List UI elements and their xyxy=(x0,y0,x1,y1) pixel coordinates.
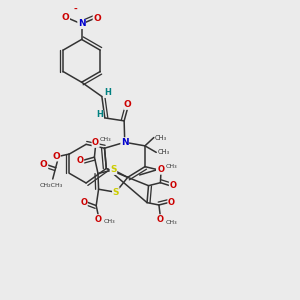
Text: O: O xyxy=(92,138,99,147)
Text: O: O xyxy=(168,198,175,207)
Text: O: O xyxy=(80,197,87,206)
Text: O: O xyxy=(169,181,176,190)
Text: O: O xyxy=(52,152,60,161)
Text: O: O xyxy=(158,164,164,173)
Text: S: S xyxy=(157,165,163,174)
Text: N: N xyxy=(78,20,86,28)
Text: CH₂CH₃: CH₂CH₃ xyxy=(40,182,63,188)
Text: CH₃: CH₃ xyxy=(158,149,169,155)
Text: N: N xyxy=(121,138,128,147)
Text: CH₃: CH₃ xyxy=(155,134,167,140)
Text: H: H xyxy=(104,88,111,98)
Text: CH₃: CH₃ xyxy=(100,137,112,142)
Text: O: O xyxy=(95,215,102,224)
Text: S: S xyxy=(110,165,117,174)
Text: O: O xyxy=(93,14,101,22)
Text: O: O xyxy=(62,13,70,22)
Text: O: O xyxy=(40,160,48,169)
Text: S: S xyxy=(112,188,119,197)
Text: CH₃: CH₃ xyxy=(166,164,177,169)
Text: CH₃: CH₃ xyxy=(104,219,116,224)
Text: CH₃: CH₃ xyxy=(165,220,177,225)
Text: O: O xyxy=(157,215,164,224)
Text: O: O xyxy=(124,100,132,109)
Text: O: O xyxy=(77,156,84,165)
Text: -: - xyxy=(73,5,77,14)
Text: H: H xyxy=(96,110,103,119)
